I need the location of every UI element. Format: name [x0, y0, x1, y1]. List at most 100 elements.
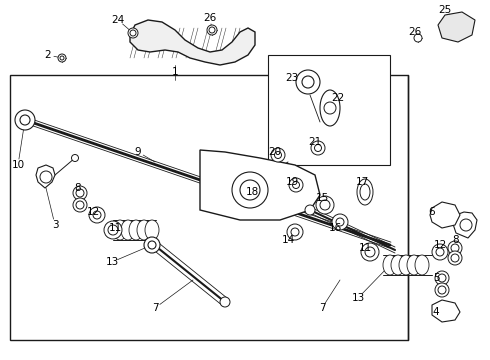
Circle shape: [365, 247, 375, 257]
Ellipse shape: [391, 255, 405, 275]
Polygon shape: [432, 300, 460, 322]
Circle shape: [73, 198, 87, 212]
Circle shape: [289, 178, 303, 192]
Circle shape: [302, 76, 314, 88]
Text: 5: 5: [434, 273, 441, 283]
Circle shape: [291, 228, 299, 236]
Text: 18: 18: [245, 187, 259, 197]
Circle shape: [336, 218, 344, 226]
Circle shape: [296, 70, 320, 94]
Text: 22: 22: [331, 93, 344, 103]
Text: 8: 8: [453, 235, 459, 245]
Polygon shape: [200, 150, 320, 220]
Circle shape: [89, 207, 105, 223]
Ellipse shape: [121, 220, 135, 240]
Circle shape: [432, 244, 448, 260]
Circle shape: [438, 274, 446, 282]
Circle shape: [240, 180, 260, 200]
Text: 3: 3: [51, 220, 58, 230]
Circle shape: [108, 225, 118, 235]
Polygon shape: [130, 20, 255, 65]
Circle shape: [436, 248, 444, 256]
Circle shape: [438, 286, 446, 294]
Circle shape: [287, 224, 303, 240]
Circle shape: [448, 241, 462, 255]
Text: 6: 6: [429, 207, 435, 217]
Ellipse shape: [137, 220, 151, 240]
Ellipse shape: [407, 255, 421, 275]
Text: 7: 7: [152, 303, 158, 313]
Ellipse shape: [360, 184, 370, 200]
Circle shape: [451, 244, 459, 252]
Bar: [10, 75, 408, 340]
Ellipse shape: [113, 220, 127, 240]
Circle shape: [76, 201, 84, 209]
Text: 11: 11: [358, 243, 371, 253]
Circle shape: [207, 25, 217, 35]
Ellipse shape: [145, 220, 159, 240]
Text: 24: 24: [111, 15, 124, 25]
Circle shape: [220, 297, 230, 307]
Polygon shape: [36, 165, 55, 188]
Text: 13: 13: [105, 257, 119, 267]
Ellipse shape: [399, 255, 413, 275]
Circle shape: [58, 54, 66, 62]
Circle shape: [130, 30, 136, 36]
Circle shape: [460, 219, 472, 231]
Text: 19: 19: [285, 177, 298, 187]
Text: 11: 11: [108, 223, 122, 233]
Text: 12: 12: [433, 240, 446, 250]
Circle shape: [274, 152, 281, 158]
Circle shape: [40, 171, 52, 183]
Text: 4: 4: [433, 307, 440, 317]
Circle shape: [128, 28, 138, 38]
Text: 23: 23: [285, 73, 298, 83]
Text: 10: 10: [11, 160, 24, 170]
Text: 20: 20: [269, 147, 282, 157]
Ellipse shape: [383, 255, 397, 275]
Circle shape: [20, 115, 30, 125]
Polygon shape: [430, 202, 460, 228]
Text: 21: 21: [308, 137, 321, 147]
Circle shape: [316, 196, 334, 214]
Circle shape: [209, 27, 215, 33]
Circle shape: [76, 189, 84, 197]
Ellipse shape: [129, 220, 143, 240]
Text: 12: 12: [86, 207, 99, 217]
Text: 16: 16: [328, 223, 342, 233]
Circle shape: [271, 148, 285, 162]
Text: 25: 25: [439, 5, 452, 15]
Circle shape: [361, 243, 379, 261]
Circle shape: [73, 186, 87, 200]
Text: 9: 9: [135, 147, 141, 157]
Text: 1: 1: [172, 67, 178, 77]
Circle shape: [448, 251, 462, 265]
Ellipse shape: [415, 255, 429, 275]
Text: 8: 8: [74, 183, 81, 193]
Text: 26: 26: [203, 13, 217, 23]
Text: 13: 13: [351, 293, 365, 303]
Text: 15: 15: [316, 193, 329, 203]
Circle shape: [324, 102, 336, 114]
Circle shape: [451, 254, 459, 262]
Text: 17: 17: [355, 177, 368, 187]
Text: 14: 14: [281, 235, 294, 245]
Circle shape: [332, 214, 348, 230]
Circle shape: [144, 237, 160, 253]
Circle shape: [293, 181, 299, 189]
Polygon shape: [438, 12, 475, 42]
Circle shape: [104, 221, 122, 239]
Text: 7: 7: [318, 303, 325, 313]
Circle shape: [93, 211, 101, 219]
Ellipse shape: [320, 90, 340, 126]
Circle shape: [315, 144, 321, 152]
Circle shape: [435, 283, 449, 297]
Circle shape: [232, 172, 268, 208]
Circle shape: [311, 141, 325, 155]
Circle shape: [435, 271, 449, 285]
Circle shape: [15, 110, 35, 130]
Circle shape: [320, 200, 330, 210]
Circle shape: [60, 56, 64, 60]
Circle shape: [414, 34, 422, 42]
Circle shape: [148, 241, 156, 249]
